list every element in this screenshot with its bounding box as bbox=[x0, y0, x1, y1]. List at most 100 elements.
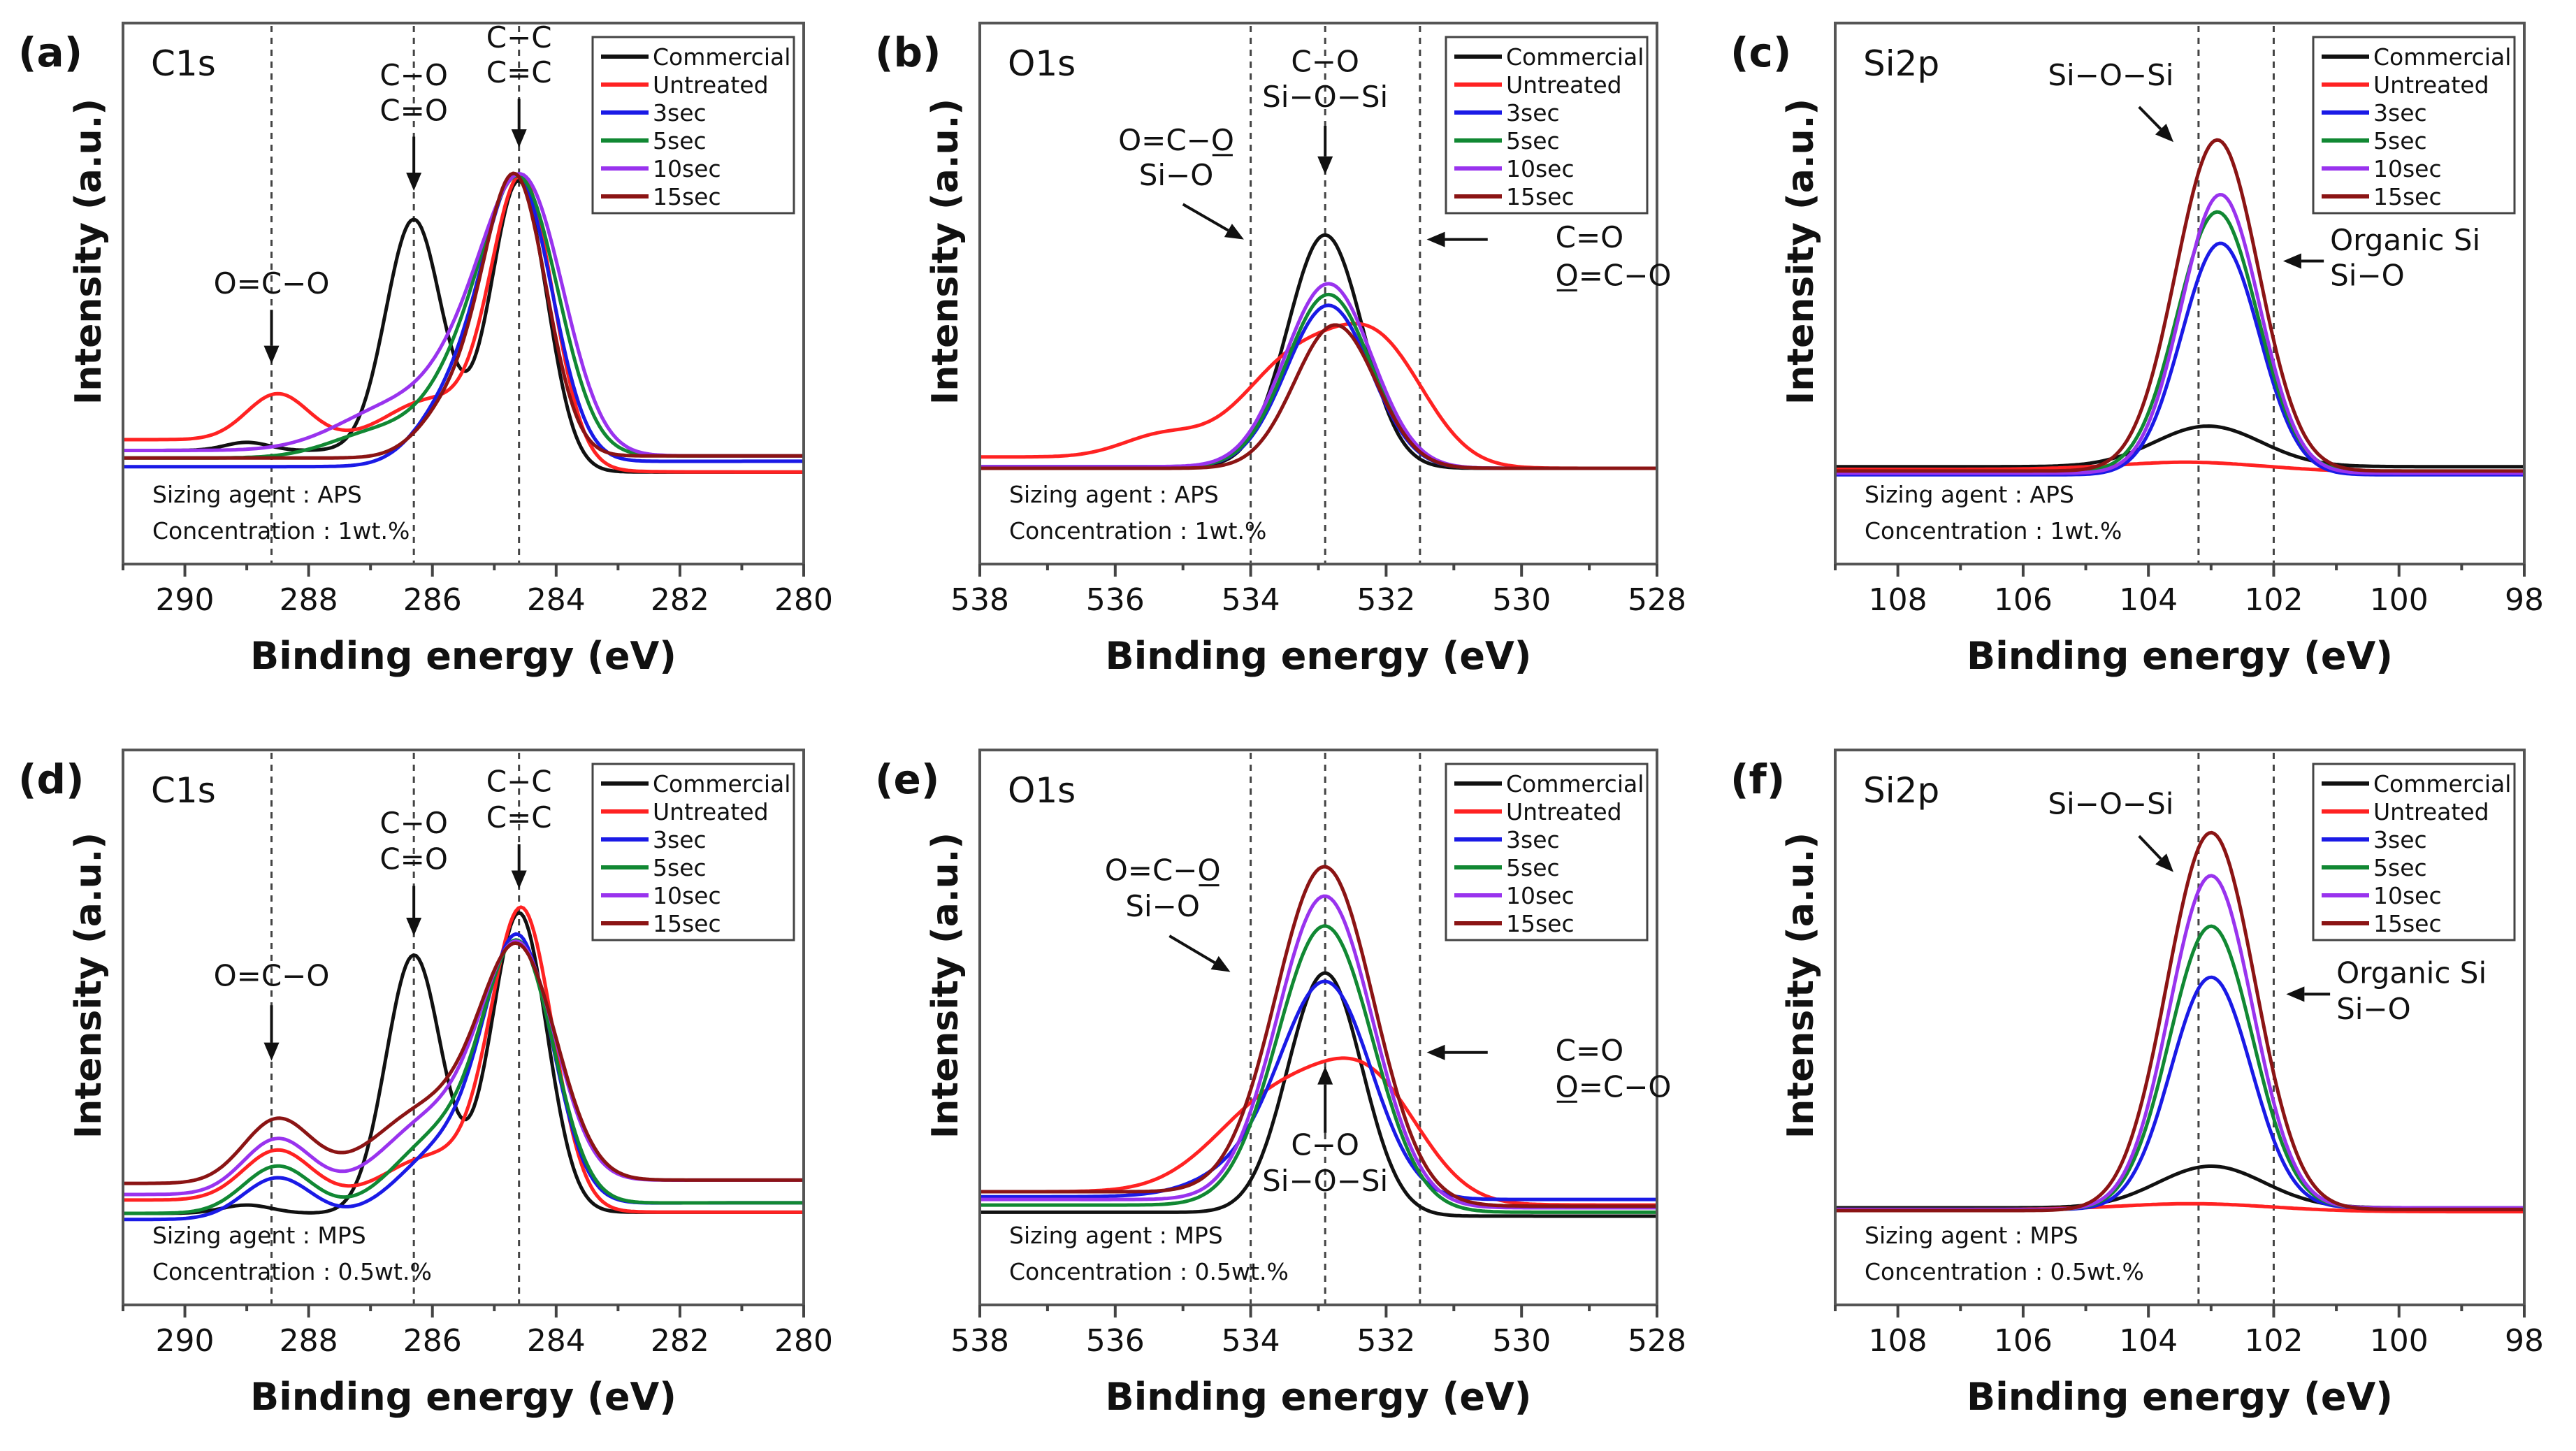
legend-label: Untreated bbox=[2373, 798, 2489, 825]
x-tick-label: 534 bbox=[1222, 1323, 1280, 1359]
annotation-text: Si−O bbox=[2336, 992, 2411, 1026]
legend-label: Untreated bbox=[653, 798, 769, 825]
x-axis-title: Binding energy (eV) bbox=[250, 634, 676, 678]
series-group bbox=[1835, 830, 2524, 1214]
x-tick-label: 102 bbox=[2244, 582, 2303, 618]
legend-label: Untreated bbox=[1506, 798, 1622, 825]
x-tick-label: 530 bbox=[1492, 1323, 1551, 1359]
annotation-arrow-shaft bbox=[1168, 934, 1216, 965]
legend-label: 3sec bbox=[653, 99, 707, 127]
x-tick-label: 108 bbox=[1869, 582, 1927, 618]
annotation-text: C=C bbox=[486, 800, 552, 835]
x-tick-label: 98 bbox=[2505, 582, 2544, 618]
series-line-untreated bbox=[123, 173, 804, 474]
legend-label: 15sec bbox=[2373, 183, 2442, 210]
peak-annotation: O=C−OSi−O bbox=[1118, 123, 1244, 240]
legend-label: 3sec bbox=[1506, 826, 1560, 853]
legend-label: Untreated bbox=[653, 71, 769, 99]
x-tick-label: 282 bbox=[651, 1323, 709, 1359]
sample-note: Concentration : 0.5wt.% bbox=[1865, 1258, 2144, 1285]
annotation-text: O=C−O bbox=[1105, 853, 1221, 888]
series-line-3sec bbox=[980, 303, 1657, 470]
legend-label: 15sec bbox=[1506, 183, 1575, 210]
annotation-text: C−O bbox=[379, 806, 448, 840]
x-tick-label: 104 bbox=[2119, 1323, 2178, 1359]
spectrum-title: C1s bbox=[151, 43, 216, 84]
plot-frame bbox=[122, 749, 805, 1306]
legend-box bbox=[591, 763, 795, 941]
y-axis-title: Intensity (a.u.) bbox=[1780, 99, 1822, 405]
x-tick-label: 286 bbox=[403, 1323, 462, 1359]
sample-note: Concentration : 1wt.% bbox=[1865, 517, 2122, 544]
series-line-3sec bbox=[123, 173, 804, 469]
y-axis-title: Intensity (a.u.) bbox=[68, 832, 110, 1139]
y-axis-title: Intensity (a.u.) bbox=[925, 832, 967, 1139]
panel-label: (c) bbox=[1730, 29, 1791, 76]
annotation-arrow-head bbox=[511, 129, 527, 148]
y-axis-title: Intensity (a.u.) bbox=[68, 99, 110, 405]
annotation-text: C=C bbox=[486, 55, 552, 89]
series-line-commercial bbox=[1835, 424, 2524, 469]
legend-label: 15sec bbox=[653, 910, 721, 937]
x-tick-label: 538 bbox=[950, 582, 1009, 618]
panel-label: (e) bbox=[875, 756, 939, 803]
legend-label: Commercial bbox=[2373, 43, 2511, 71]
annotation-text: Si−O−Si bbox=[1262, 80, 1388, 114]
series-line-15sec bbox=[1835, 830, 2524, 1213]
plot-frame bbox=[122, 22, 805, 565]
series-line-untreated bbox=[980, 322, 1657, 470]
annotation-arrow-head bbox=[2155, 124, 2174, 143]
panel-label: (d) bbox=[18, 756, 85, 803]
legend-label: 10sec bbox=[2373, 155, 2442, 182]
panel-label: (f) bbox=[1730, 756, 1785, 803]
legend-box bbox=[2312, 36, 2516, 215]
annotation-text: O=C−O bbox=[1118, 123, 1234, 157]
x-tick-label: 530 bbox=[1492, 582, 1551, 618]
x-tick-label: 290 bbox=[156, 1323, 215, 1359]
x-tick-label: 536 bbox=[1086, 1323, 1145, 1359]
legend-box bbox=[1445, 763, 1649, 941]
legend-label: 15sec bbox=[653, 183, 721, 210]
peak-annotation: C−CC=C bbox=[486, 765, 552, 889]
x-axis-title: Binding energy (eV) bbox=[1967, 1375, 2393, 1419]
x-tick-label: 108 bbox=[1869, 1323, 1927, 1359]
x-tick-label: 290 bbox=[156, 582, 215, 618]
legend-label: 5sec bbox=[1506, 127, 1560, 154]
legend-label: 15sec bbox=[2373, 910, 2442, 937]
peak-annotation: O=C−O bbox=[214, 958, 329, 1061]
x-tick-label: 284 bbox=[527, 1323, 586, 1359]
annotation-text: C−C bbox=[486, 765, 552, 799]
series-line-commercial bbox=[1835, 1164, 2524, 1210]
annotation-arrow-head bbox=[511, 870, 527, 889]
sample-note: Concentration : 1wt.% bbox=[152, 517, 410, 544]
annotation-text: C=O bbox=[379, 93, 448, 127]
peak-annotation: C−CC=C bbox=[486, 20, 552, 148]
legend-label: 3sec bbox=[2373, 99, 2427, 127]
annotation-text: C−O bbox=[1291, 45, 1359, 79]
x-tick-label: 532 bbox=[1356, 582, 1415, 618]
x-tick-label: 528 bbox=[1628, 1323, 1686, 1359]
series-line-commercial bbox=[980, 971, 1657, 1218]
series-group bbox=[980, 233, 1657, 470]
x-tick-label: 100 bbox=[2370, 582, 2429, 618]
series-line-untreated bbox=[123, 905, 804, 1214]
panel-d: (d) Intensity (a.u.) 290 288 286 284 282 280 Bin… bbox=[18, 749, 833, 1419]
x-tick-label: 280 bbox=[774, 1323, 833, 1359]
series-line-10sec bbox=[1835, 193, 2524, 475]
x-tick-label: 536 bbox=[1086, 582, 1145, 618]
annotation-text: Si−O bbox=[1139, 158, 1214, 192]
x-tick-label: 104 bbox=[2119, 582, 2178, 618]
sample-note: Sizing agent : MPS bbox=[1009, 1222, 1223, 1249]
annotation-arrow-head bbox=[406, 172, 422, 191]
peak-annotation: C=O O=C−O bbox=[1426, 220, 1671, 292]
annotation-arrow-head bbox=[2282, 253, 2301, 269]
annotation-arrow-head bbox=[2155, 853, 2174, 872]
sample-note: Sizing agent : APS bbox=[1865, 481, 2074, 508]
sample-note: Sizing agent : APS bbox=[1009, 481, 1219, 508]
x-tick-label: 280 bbox=[774, 582, 833, 618]
annotation-arrow-head bbox=[2286, 986, 2305, 1002]
